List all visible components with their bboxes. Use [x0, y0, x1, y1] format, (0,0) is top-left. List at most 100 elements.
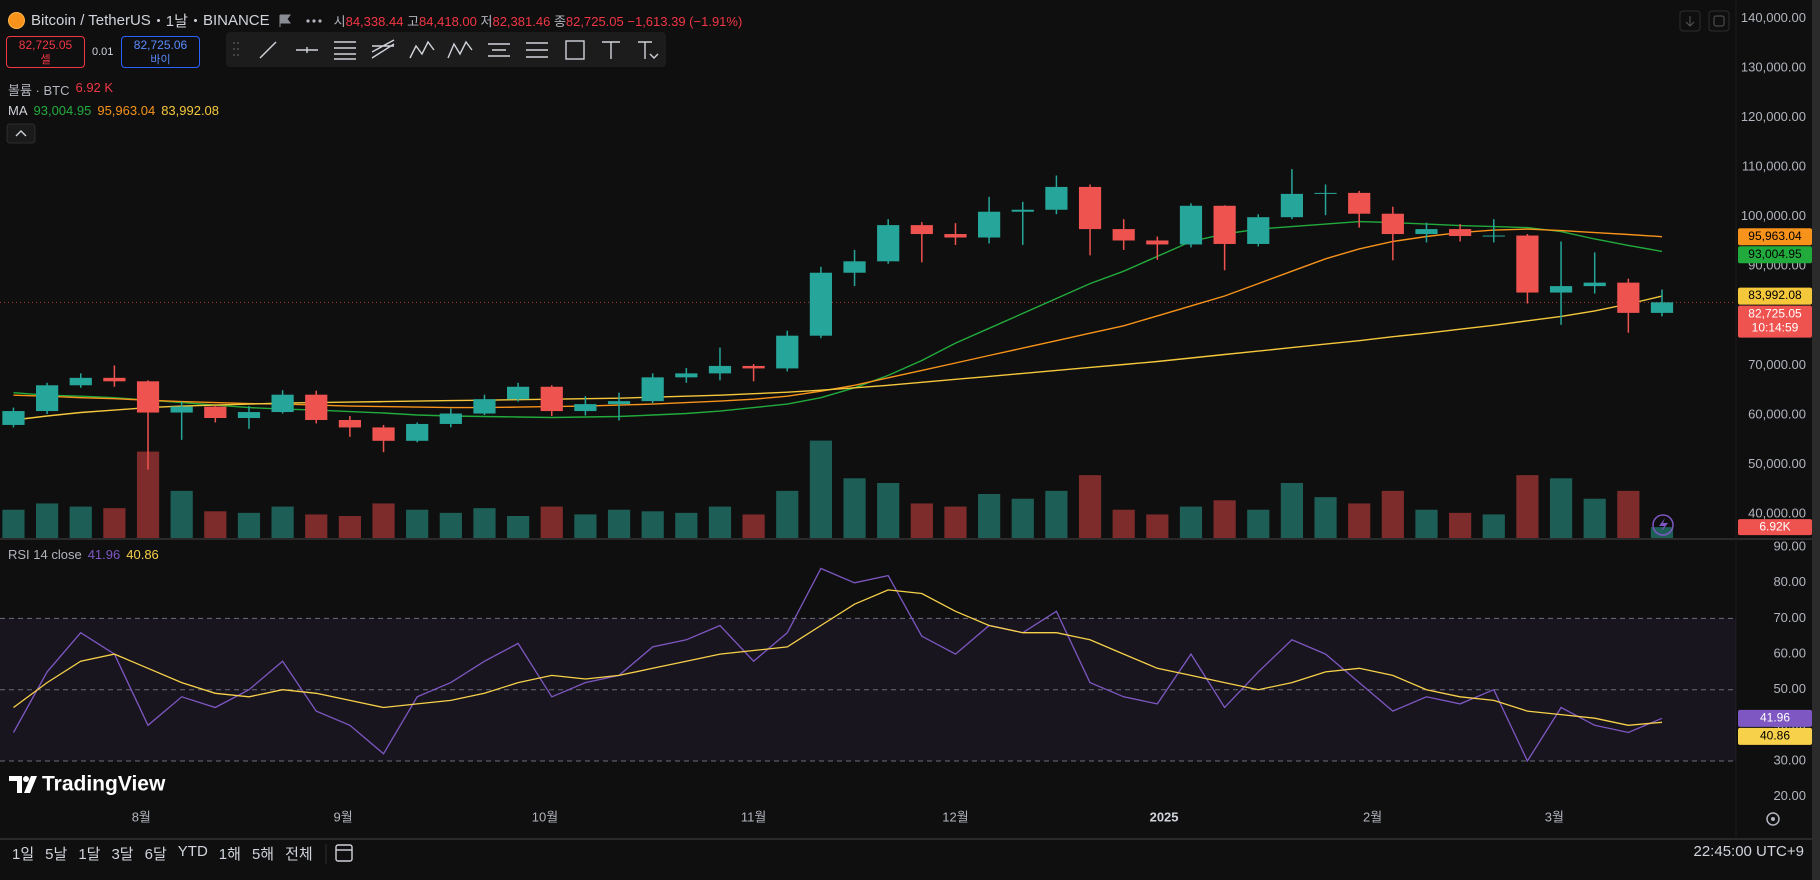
candle-body [1549, 286, 1573, 293]
ohlc-label: 저 [480, 14, 493, 29]
volume-tag: 6.92K [1759, 519, 1790, 533]
settings-icon-center [1771, 817, 1775, 821]
anchor-text-tool[interactable] [638, 41, 659, 59]
candle-body [271, 394, 294, 413]
text-tool[interactable] [602, 41, 620, 59]
volume-bar [507, 516, 530, 538]
range-button[interactable]: 5해 [251, 846, 275, 863]
candle-body [2, 411, 25, 425]
range-button[interactable]: 1일 [12, 846, 35, 863]
candle-body [507, 386, 530, 400]
volume-bar [372, 503, 395, 538]
candle-body [35, 385, 59, 412]
separator-dot [193, 19, 197, 22]
volume-bar [1583, 498, 1606, 538]
flag-icon[interactable] [279, 14, 291, 27]
interval[interactable]: 1날 [165, 13, 188, 30]
rsi-tag-bg [1738, 727, 1812, 745]
wave-tool[interactable] [447, 40, 473, 59]
range-button[interactable]: 3달 [111, 846, 134, 863]
candle-body [1617, 282, 1640, 313]
candle-body [1650, 302, 1674, 313]
alert-icon[interactable] [1652, 514, 1674, 536]
volume-bar [69, 506, 92, 538]
range-button[interactable]: YTD [177, 843, 208, 860]
horizontal-line-tool[interactable] [296, 47, 318, 53]
last-price-tag: 10:14:59 [1752, 321, 1799, 335]
candle-body [1011, 209, 1034, 212]
ohlc: 시84,338.44 고84,418.00 저82,381.46 종82,725… [334, 11, 743, 30]
logo-glyph-dot [23, 776, 29, 782]
sell-price: 82,725.05 [18, 38, 73, 52]
rsi-tick-label: 60.00 [1773, 645, 1806, 660]
candle-body [1045, 186, 1068, 210]
ma-price-tag: 83,992.08 [1748, 288, 1802, 302]
volume-bar [607, 509, 631, 538]
volume-bar [1415, 509, 1438, 538]
rsi-layer [12, 567, 1663, 763]
pane-separator [0, 538, 1820, 540]
rsi-tick-label: 30.00 [1773, 752, 1806, 767]
pitchfork-tool[interactable] [371, 39, 395, 59]
volume-title: 볼륨 · BTC [8, 83, 70, 98]
volume-bar [406, 509, 429, 538]
volume-bar [877, 483, 900, 538]
volume-bar [35, 503, 59, 538]
shape-tool[interactable] [565, 40, 585, 60]
volume-bar [338, 516, 361, 538]
ma-legend: MA 93,004.95 95,963.04 83,992.08 [8, 103, 219, 118]
y-tick-label: 70,000.00 [1748, 357, 1806, 372]
candle-body [574, 404, 597, 412]
volume-bar [1011, 498, 1034, 538]
candle-body [305, 394, 328, 420]
trend-line-tool[interactable] [259, 41, 277, 59]
calendar-icon[interactable] [335, 844, 353, 862]
candle-body [1381, 213, 1404, 235]
ma-layer [13, 220, 1663, 421]
ohlc-value: 82,725.05 [565, 14, 624, 29]
collapse-button[interactable] [6, 123, 36, 144]
volume-bar [204, 511, 227, 538]
sell-label: 셀 [40, 54, 51, 66]
candle-body [675, 373, 698, 378]
volume-bar [1449, 512, 1472, 538]
volume-bar [170, 490, 193, 538]
scroll-icon [1685, 16, 1695, 27]
measure-tool[interactable] [526, 42, 548, 58]
rsi-value: 41.96 [87, 547, 121, 562]
drag-handle [233, 42, 239, 56]
range-button[interactable]: 1해 [218, 846, 241, 863]
ma-price-tag-bg [1738, 287, 1812, 305]
pattern-tool[interactable] [409, 40, 435, 59]
y-tick-label: 50,000.00 [1748, 456, 1806, 471]
buy-button[interactable]: 82,725.06 바이 [121, 36, 200, 68]
more-dot[interactable] [306, 18, 310, 23]
last-price-tag: 82,725.05 [1748, 307, 1802, 321]
rsi-values: 41.96 40.86 [88, 547, 159, 562]
sell-button[interactable]: 82,725.05 셀 [6, 36, 85, 68]
collapse-icon [15, 130, 27, 137]
candle-body [338, 419, 361, 428]
fullscreen-button[interactable] [1708, 10, 1730, 32]
volume-bar [1078, 475, 1102, 538]
volume-bar [473, 508, 496, 538]
candle-body [1247, 217, 1270, 244]
range-button[interactable]: 5날 [45, 846, 68, 863]
symbol[interactable]: Bitcoin / TetherUS [31, 12, 151, 29]
candle-body [439, 413, 462, 424]
volume-bar [910, 503, 933, 538]
range-button[interactable]: 1달 [78, 846, 101, 863]
range-button[interactable]: 6달 [144, 846, 167, 863]
alert-icon-bolt [1659, 518, 1668, 532]
settings-icon[interactable] [1766, 812, 1780, 826]
y-tick-label: 60,000.00 [1748, 406, 1806, 421]
fib-tool[interactable] [334, 41, 356, 60]
scroll-button[interactable] [1679, 10, 1701, 32]
logo-text: TradingView [42, 773, 166, 796]
forecast-tool[interactable] [488, 43, 510, 57]
range-button[interactable]: 전체 [285, 846, 313, 863]
volume-legend: 볼륨 · BTC 6.92 K [8, 80, 113, 99]
volume-bar [809, 440, 833, 538]
volume-bar [1482, 514, 1505, 538]
